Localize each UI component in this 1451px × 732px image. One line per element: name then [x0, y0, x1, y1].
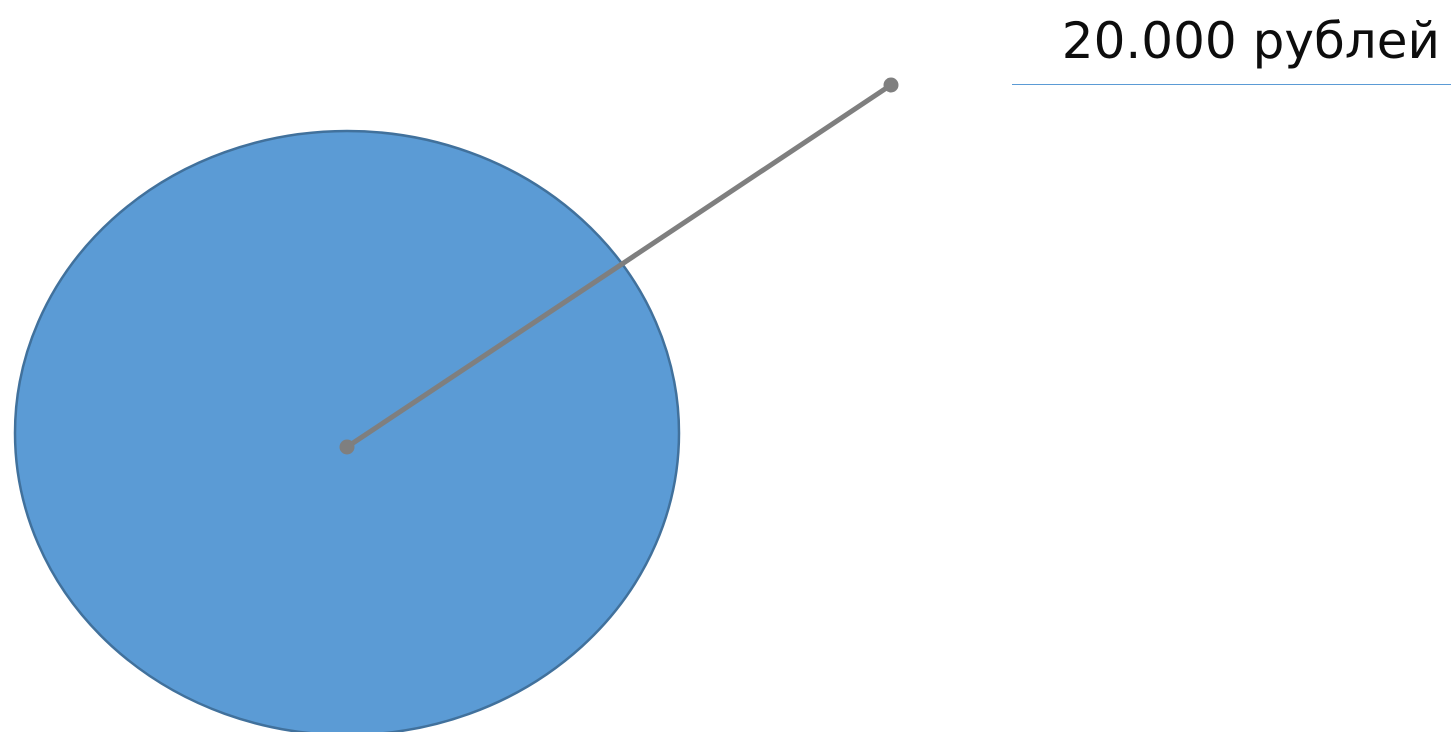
callout-underline [1012, 84, 1451, 85]
leader-line [344, 82, 894, 450]
blue-circle [13, 129, 681, 732]
leader-start-dot [339, 439, 355, 455]
callout-label: 20.000 рублей [1061, 12, 1440, 70]
leader-end-dot [883, 77, 899, 93]
